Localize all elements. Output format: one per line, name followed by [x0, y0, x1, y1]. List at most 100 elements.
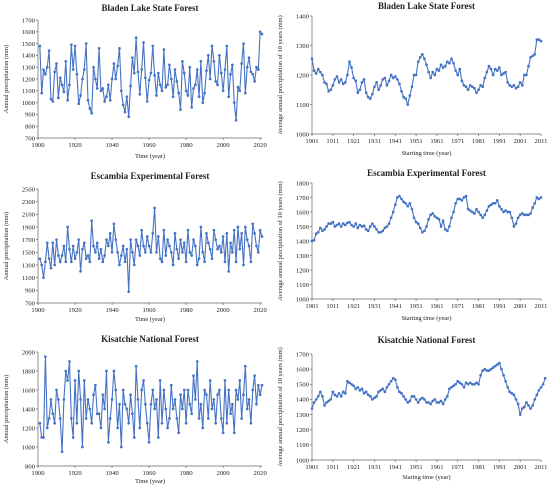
- data-point: [539, 385, 543, 389]
- data-point: [481, 85, 485, 89]
- data-point: [49, 266, 53, 270]
- data-point: [425, 63, 428, 67]
- data-point: [493, 201, 497, 205]
- data-point: [136, 244, 140, 248]
- data-point: [164, 407, 168, 411]
- y-tick-label: 700: [25, 135, 36, 142]
- data-point: [205, 231, 208, 235]
- chart-title: Escambia Experimental Forest: [91, 171, 210, 181]
- data-point: [364, 390, 368, 394]
- data-point: [391, 376, 395, 380]
- data-point: [504, 70, 507, 74]
- data-point: [69, 43, 73, 47]
- data-point: [408, 201, 412, 205]
- data-point: [400, 197, 403, 201]
- data-point: [188, 65, 192, 69]
- data-point: [356, 226, 360, 230]
- x-tick-label: 1981: [472, 303, 485, 310]
- data-point: [175, 417, 179, 420]
- data-point: [94, 383, 97, 387]
- data-point: [153, 407, 156, 411]
- data-point: [456, 379, 460, 383]
- y-tick-label: 1900: [22, 224, 36, 231]
- data-point: [240, 62, 243, 66]
- data-point: [383, 390, 387, 394]
- data-point: [512, 393, 516, 397]
- data-point: [208, 379, 212, 382]
- data-point: [420, 396, 424, 400]
- data-point: [45, 426, 49, 430]
- y-tick-label: 800: [25, 124, 36, 131]
- data-point: [364, 91, 368, 95]
- data-point: [258, 228, 262, 232]
- data-point: [81, 247, 84, 251]
- data-point: [379, 230, 383, 234]
- data-point: [466, 88, 470, 92]
- data-point: [164, 254, 168, 257]
- data-point: [381, 229, 385, 233]
- data-point: [62, 398, 66, 401]
- data-point: [242, 263, 245, 267]
- data-point: [94, 250, 97, 254]
- data-point: [247, 398, 251, 401]
- data-point: [229, 412, 232, 416]
- data-point: [156, 71, 160, 75]
- data-point: [234, 118, 238, 122]
- data-point: [75, 72, 79, 76]
- data-point: [337, 222, 341, 225]
- data-point: [253, 374, 256, 378]
- y-tick-label: 1100: [22, 88, 36, 95]
- data-point: [144, 250, 147, 254]
- data-point: [375, 395, 378, 398]
- data-point: [329, 398, 333, 401]
- x-tick-label: 1941: [389, 138, 402, 145]
- data-point: [118, 46, 121, 50]
- data-point: [525, 213, 528, 217]
- data-point: [158, 257, 162, 261]
- data-point: [339, 395, 343, 398]
- data-point: [195, 263, 199, 267]
- data-point: [62, 90, 66, 94]
- data-point: [243, 91, 247, 95]
- data-point: [212, 59, 216, 63]
- data-point: [121, 103, 125, 107]
- x-tick-label: 2000: [217, 142, 231, 149]
- x-tick-label: 1971: [451, 303, 464, 310]
- x-tick-label: 1951: [409, 138, 422, 145]
- data-point: [520, 407, 524, 410]
- data-point: [314, 72, 318, 75]
- data-point: [489, 67, 493, 71]
- data-point: [337, 392, 341, 395]
- data-point: [452, 384, 455, 388]
- data-point: [354, 387, 358, 391]
- x-tick-label: 2001: [514, 303, 527, 310]
- y-tick-label: 1000: [22, 444, 36, 451]
- x-tick-label: 1941: [389, 303, 402, 310]
- data-point: [184, 260, 188, 264]
- data-point: [429, 76, 433, 80]
- data-point: [433, 73, 437, 77]
- data-point: [192, 238, 195, 242]
- x-axis-label: Time (year): [135, 478, 165, 485]
- data-point: [57, 254, 60, 257]
- data-point: [234, 388, 238, 392]
- data-point: [60, 83, 64, 87]
- data-point: [210, 44, 214, 48]
- chart-title: Kisatchie National Forest: [378, 335, 476, 345]
- data-point: [57, 398, 60, 401]
- data-point: [38, 421, 42, 425]
- y-tick-label: 1600: [22, 387, 36, 394]
- data-point: [49, 97, 53, 101]
- data-point: [318, 70, 322, 74]
- data-point: [199, 225, 203, 229]
- x-tick-label: 1920: [68, 307, 82, 314]
- data-point: [84, 257, 88, 261]
- data-point: [107, 440, 110, 444]
- data-point: [214, 421, 218, 425]
- data-point: [55, 388, 58, 392]
- data-point: [223, 379, 227, 382]
- data-point: [358, 223, 362, 227]
- data-point: [371, 398, 374, 401]
- data-point: [107, 83, 110, 87]
- data-point: [245, 65, 249, 69]
